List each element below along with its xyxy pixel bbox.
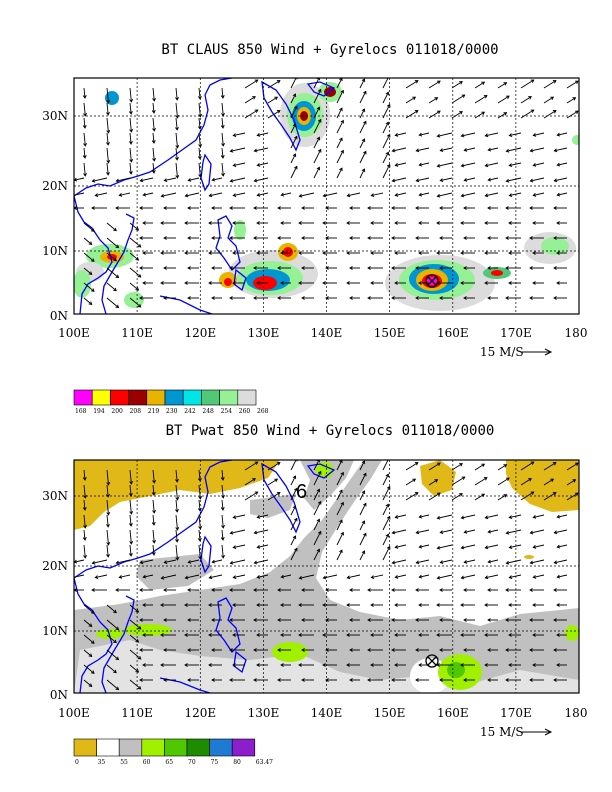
colorbar: 168 194 200 208 219 230 242 248 254 260 268 <box>73 389 269 415</box>
colorbar-label: 65 <box>165 759 173 766</box>
vector-scale: 15 M/S <box>480 725 553 739</box>
lon-label: 140E <box>311 706 343 720</box>
panel-claus: BT CLAUS 850 Wind + Gyrelocs 011018/0000 <box>42 42 587 415</box>
colorbar-label: 168 <box>75 408 87 415</box>
colorbar-label: 194 <box>93 408 105 415</box>
colorbar-swatch <box>219 389 239 406</box>
colorbar-label: 208 <box>130 408 142 415</box>
wind-vectors <box>74 78 579 309</box>
colorbar-label: 60 <box>143 759 151 766</box>
colorbar-swatch <box>128 389 148 406</box>
colorbar-swatch <box>118 738 143 757</box>
map-area: 6 <box>74 460 579 693</box>
map-frame <box>73 77 580 315</box>
lon-label: 180 <box>565 326 588 340</box>
vector-scale: 15 M/S <box>480 345 553 359</box>
colorbar-swatch <box>164 738 188 757</box>
colorbar-swatch <box>110 389 129 406</box>
colorbar-swatch <box>201 389 220 406</box>
lon-label: 160E <box>437 706 469 720</box>
grid <box>74 78 579 314</box>
lon-label: 110E <box>121 326 153 340</box>
lon-label: 150E <box>374 326 406 340</box>
map-area <box>74 78 579 314</box>
lat-label: 30N <box>42 489 68 503</box>
lon-label: 170E <box>500 706 532 720</box>
colorbar-swatch <box>96 738 120 757</box>
panel-title: BT CLAUS 850 Wind + Gyrelocs 011018/0000 <box>161 42 498 58</box>
lon-label: 150E <box>374 706 406 720</box>
lon-label: 120E <box>184 326 216 340</box>
lon-label: 160E <box>437 326 469 340</box>
map-frame <box>73 459 580 694</box>
lon-label: 130E <box>248 326 280 340</box>
pwat-shading <box>74 460 579 693</box>
colorbar-swatch <box>209 738 233 757</box>
colorbar-label: 0 <box>75 759 79 766</box>
colorbar: 0 35 55 60 65 70 75 80 63.47 <box>73 738 273 766</box>
colorbar-label: 70 <box>188 759 196 766</box>
lat-label: 10N <box>42 624 68 638</box>
lat-label: 20N <box>42 559 68 573</box>
lat-label: 10N <box>42 244 68 258</box>
lon-label: 100E <box>58 706 90 720</box>
colorbar-label: 254 <box>221 408 233 415</box>
colorbar-label: 242 <box>184 408 196 415</box>
colorbar-label: 230 <box>166 408 178 415</box>
colorbar-swatch <box>231 738 256 757</box>
lon-label: 120E <box>184 706 216 720</box>
vector-scale-label: 15 M/S <box>480 345 524 359</box>
storm-number: 6 <box>296 481 307 503</box>
colorbar-label: 200 <box>111 408 123 415</box>
cyclone-marker <box>425 654 439 668</box>
colorbar-swatch <box>182 389 202 406</box>
colorbar-label: 248 <box>202 408 214 415</box>
lon-label: 100E <box>58 326 90 340</box>
grid <box>74 460 579 693</box>
colorbar-swatch <box>146 389 166 406</box>
colorbar-swatch <box>73 389 93 406</box>
cyclone-marker <box>425 274 439 288</box>
colorbar-label: 35 <box>98 759 106 766</box>
wind-vectors <box>74 460 579 691</box>
lon-label: 130E <box>248 706 280 720</box>
colorbar-swatch <box>73 738 97 757</box>
colorbar-label: 55 <box>120 759 128 766</box>
lon-label: 140E <box>311 326 343 340</box>
colorbar-swatch <box>141 738 165 757</box>
lat-label: 0N <box>50 688 68 702</box>
colorbar-swatch <box>91 389 111 406</box>
lat-label: 30N <box>42 109 68 123</box>
cloud-shading <box>74 82 579 311</box>
lat-label: 0N <box>50 309 68 323</box>
lat-label: 20N <box>42 179 68 193</box>
colorbar-label: 63.47 <box>256 759 273 766</box>
lon-label: 170E <box>500 326 532 340</box>
lon-label: 110E <box>121 706 153 720</box>
colorbar-label: 80 <box>233 759 241 766</box>
colorbar-label: 268 <box>257 408 269 415</box>
panel-title: BT Pwat 850 Wind + Gyrelocs 011018/0000 <box>166 423 495 439</box>
colorbar-label: 219 <box>148 408 160 415</box>
panel-pwat: BT Pwat 850 Wind + Gyrelocs 011018/0000 <box>42 423 587 766</box>
colorbar-swatch <box>164 389 184 406</box>
colorbar-swatch <box>186 738 210 757</box>
colorbar-label: 75 <box>211 759 219 766</box>
colorbar-label: 260 <box>239 408 251 415</box>
lon-label: 180 <box>565 706 588 720</box>
vector-scale-label: 15 M/S <box>480 725 524 739</box>
colorbar-swatch <box>237 389 257 406</box>
